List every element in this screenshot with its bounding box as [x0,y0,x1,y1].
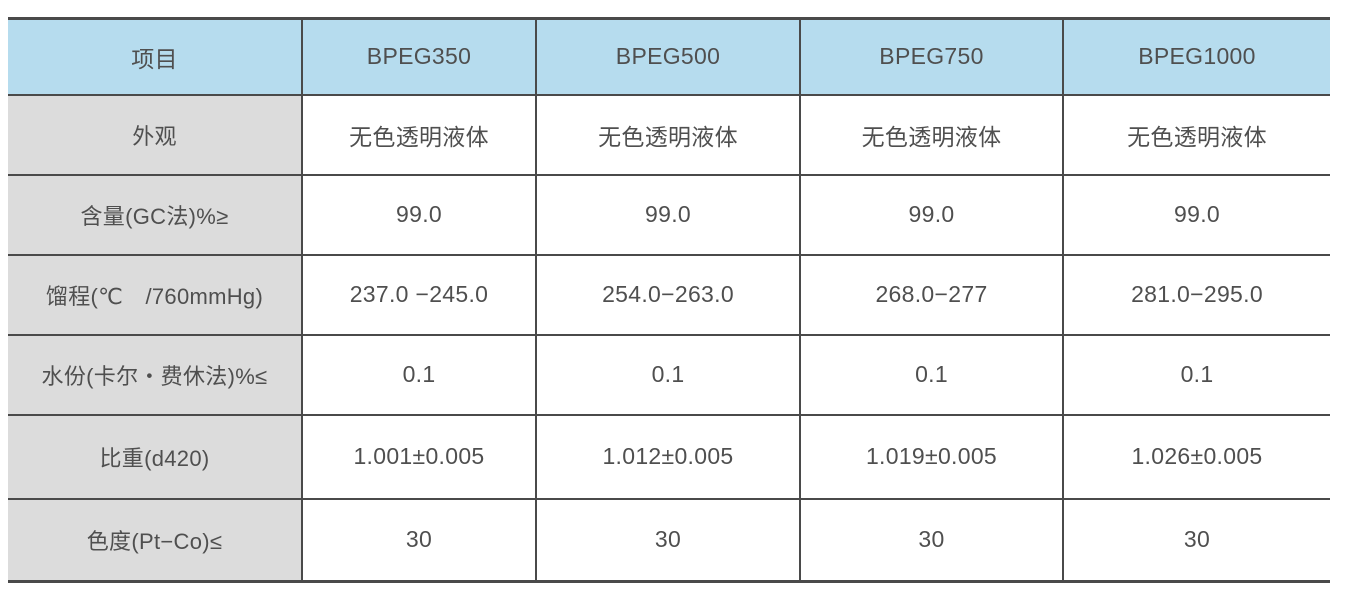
table-row: 外观 无色透明液体 无色透明液体 无色透明液体 无色透明液体 [8,93,1330,176]
specification-table-container: 项目 BPEG350 BPEG500 BPEG750 BPEG1000 外观 无… [8,17,1330,583]
column-header-bpeg1000: BPEG1000 [1062,17,1330,96]
table-row: 比重(d420) 1.001±0.005 1.012±0.005 1.019±0… [8,413,1330,500]
cell-gravity-bpeg500: 1.012±0.005 [535,413,800,500]
table-row: 馏程(℃ /760mmHg) 237.0 −245.0 254.0−263.0 … [8,253,1330,336]
cell-water-bpeg350: 0.1 [301,333,536,416]
cell-water-bpeg500: 0.1 [535,333,800,416]
cell-distillation-bpeg350: 237.0 −245.0 [301,253,536,336]
cell-distillation-bpeg1000: 281.0−295.0 [1062,253,1330,336]
cell-distillation-bpeg500: 254.0−263.0 [535,253,800,336]
row-label-color-pt-co: 色度(Pt−Co)≤ [8,497,302,583]
cell-appearance-bpeg350: 无色透明液体 [301,93,536,176]
cell-water-bpeg750: 0.1 [799,333,1063,416]
cell-gravity-bpeg1000: 1.026±0.005 [1062,413,1330,500]
cell-appearance-bpeg1000: 无色透明液体 [1062,93,1330,176]
cell-color-bpeg1000: 30 [1062,497,1330,583]
row-label-appearance: 外观 [8,93,302,176]
cell-distillation-bpeg750: 268.0−277 [799,253,1063,336]
column-header-item: 项目 [8,17,302,96]
column-header-bpeg500: BPEG500 [535,17,800,96]
header-row: 项目 BPEG350 BPEG500 BPEG750 BPEG1000 [8,17,1330,96]
column-header-bpeg750: BPEG750 [799,17,1063,96]
table-row: 色度(Pt−Co)≤ 30 30 30 30 [8,497,1330,583]
column-header-bpeg350: BPEG350 [301,17,536,96]
cell-purity-bpeg750: 99.0 [799,173,1063,256]
row-label-specific-gravity: 比重(d420) [8,413,302,500]
table-row: 含量(GC法)%≥ 99.0 99.0 99.0 99.0 [8,173,1330,256]
cell-appearance-bpeg750: 无色透明液体 [799,93,1063,176]
cell-color-bpeg750: 30 [799,497,1063,583]
table-header: 项目 BPEG350 BPEG500 BPEG750 BPEG1000 [8,17,1330,96]
cell-gravity-bpeg350: 1.001±0.005 [301,413,536,500]
table-body: 外观 无色透明液体 无色透明液体 无色透明液体 无色透明液体 含量(GC法)%≥… [8,93,1330,583]
cell-purity-bpeg350: 99.0 [301,173,536,256]
row-label-distillation-range: 馏程(℃ /760mmHg) [8,253,302,336]
specification-table: 项目 BPEG350 BPEG500 BPEG750 BPEG1000 外观 无… [8,17,1330,583]
cell-gravity-bpeg750: 1.019±0.005 [799,413,1063,500]
table-row: 水份(卡尔・费休法)%≤ 0.1 0.1 0.1 0.1 [8,333,1330,416]
row-label-purity: 含量(GC法)%≥ [8,173,302,256]
cell-purity-bpeg500: 99.0 [535,173,800,256]
cell-color-bpeg500: 30 [535,497,800,583]
cell-color-bpeg350: 30 [301,497,536,583]
cell-water-bpeg1000: 0.1 [1062,333,1330,416]
cell-appearance-bpeg500: 无色透明液体 [535,93,800,176]
cell-purity-bpeg1000: 99.0 [1062,173,1330,256]
row-label-water-content: 水份(卡尔・费休法)%≤ [8,333,302,416]
